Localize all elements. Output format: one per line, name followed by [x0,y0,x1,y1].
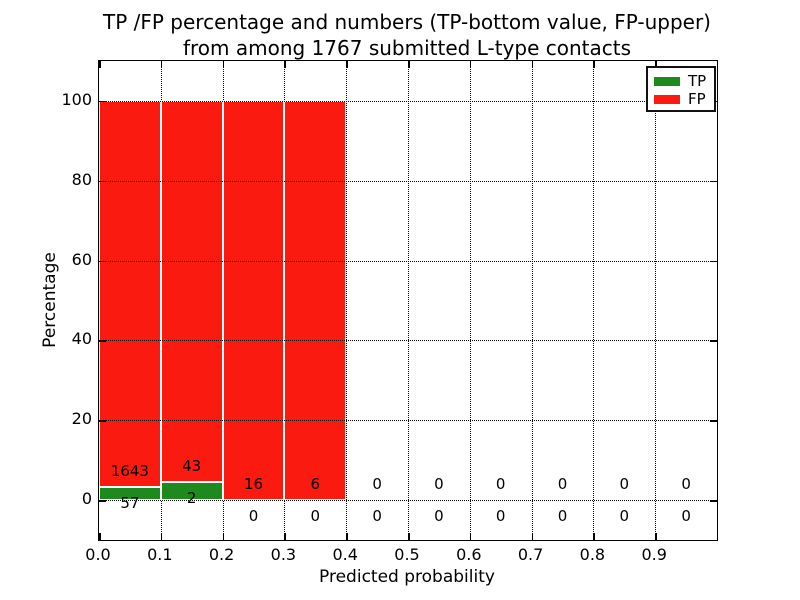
gridline-horizontal [99,180,717,182]
plot-area: 1643 57 43 2 16 0 6 0 0 0 0 0 0 0 0 0 0 0 0 0 [98,60,718,541]
axis-tick [593,61,595,68]
axis-tick [99,100,106,103]
y-tick-label: 80 [71,169,92,189]
fp-count-label: 0 [619,475,630,494]
y-axis-label: Percentage [40,252,60,348]
axis-tick [710,420,717,422]
legend: TP FP [646,66,716,112]
gridline-vertical [346,61,348,540]
axis-tick [222,61,225,68]
y-tick-label: 100 [61,89,92,109]
y-tick-label: 0 [81,489,92,509]
axis-tick [531,61,534,68]
gridline-vertical [531,61,533,540]
axis-tick [593,533,595,540]
axis-tick [469,61,472,68]
axis-tick [160,533,163,540]
gridline-horizontal [99,420,717,422]
axis-tick [655,61,657,68]
x-tick-label: 0.7 [517,545,544,564]
tp-count-label: 0 [372,507,382,526]
bar-segment-fp [99,100,161,487]
axis-tick [408,533,410,540]
fp-count-label: 43 [182,457,202,476]
axis-tick [710,500,717,502]
x-tick-label: 0.3 [270,545,297,564]
axis-tick [284,61,286,68]
axis-tick [710,180,717,183]
axis-tick [99,500,106,502]
fp-count-label: 16 [243,475,264,494]
x-tick-label: 0.8 [579,545,606,564]
axis-tick [346,533,348,540]
gridline-vertical [655,61,657,540]
legend-row: TP [654,72,708,90]
axis-tick [99,180,106,183]
bar-segment-tp [99,486,161,501]
fp-count-label: 0 [372,475,382,494]
gridline-vertical [408,61,409,540]
gridline-vertical [593,61,595,540]
x-tick-label: 0.2 [208,545,235,564]
gridline-horizontal [99,100,717,102]
tp-count-label: 0 [248,507,259,526]
fp-count-label: 0 [681,475,691,494]
legend-swatch-tp-icon [654,76,680,86]
tp-count-label: 0 [681,507,691,526]
chart-title-line1: TP /FP percentage and numbers (TP-bottom… [103,10,711,34]
x-tick-label: 0.9 [641,545,667,564]
axis-tick [655,533,657,540]
tp-count-label: 0 [619,507,630,526]
axis-tick [408,61,410,68]
fp-count-label: 1643 [110,461,149,480]
x-tick-label: 0.6 [456,545,482,564]
tp-count-label: 0 [434,507,444,526]
fp-count-label: 0 [557,475,568,494]
tp-count-label: 2 [186,489,197,508]
axis-tick [99,533,101,540]
legend-swatch-fp-icon [654,94,680,104]
tp-count-label: 0 [557,507,568,526]
axis-tick [469,533,472,540]
gridline-horizontal [99,260,717,262]
x-tick-label: 0.0 [85,545,111,564]
legend-row: FP [654,90,708,108]
x-tick-label: 0.5 [394,545,420,564]
tp-count-label: 57 [120,493,140,512]
tp-count-label: 0 [310,507,321,526]
axis-tick [710,260,717,263]
fp-count-label: 0 [434,475,444,494]
tp-count-label: 0 [495,507,506,526]
y-tick-label: 40 [71,329,92,349]
fp-count-label: 0 [495,475,506,494]
x-tick-label: 0.4 [332,545,358,564]
axis-tick [99,260,106,263]
bar-segment-tp [160,482,223,501]
legend-label: TP [688,71,707,90]
gridline-vertical [469,61,471,540]
x-axis-label: Predicted probability [319,567,495,587]
bar-segment-fp [222,100,285,501]
bar-segment-fp [284,100,347,501]
bar-segment-fp [160,100,223,483]
axis-tick [99,420,106,422]
x-tick-label: 0.1 [147,545,173,564]
axis-tick [99,340,106,342]
gridline-horizontal [99,500,717,502]
gridline-horizontal [99,340,717,342]
axis-tick [531,533,534,540]
y-tick-label: 20 [71,409,92,429]
axis-tick [346,61,348,68]
chart-title-line2: from among 1767 submitted L-type contact… [182,36,632,60]
y-tick-label: 60 [71,249,92,269]
legend-label: FP [688,89,706,108]
fp-count-label: 6 [310,475,321,494]
axis-tick [222,533,225,540]
axis-tick [710,340,717,342]
axis-tick [284,533,286,540]
axis-tick [99,61,101,68]
axis-tick [160,61,163,68]
